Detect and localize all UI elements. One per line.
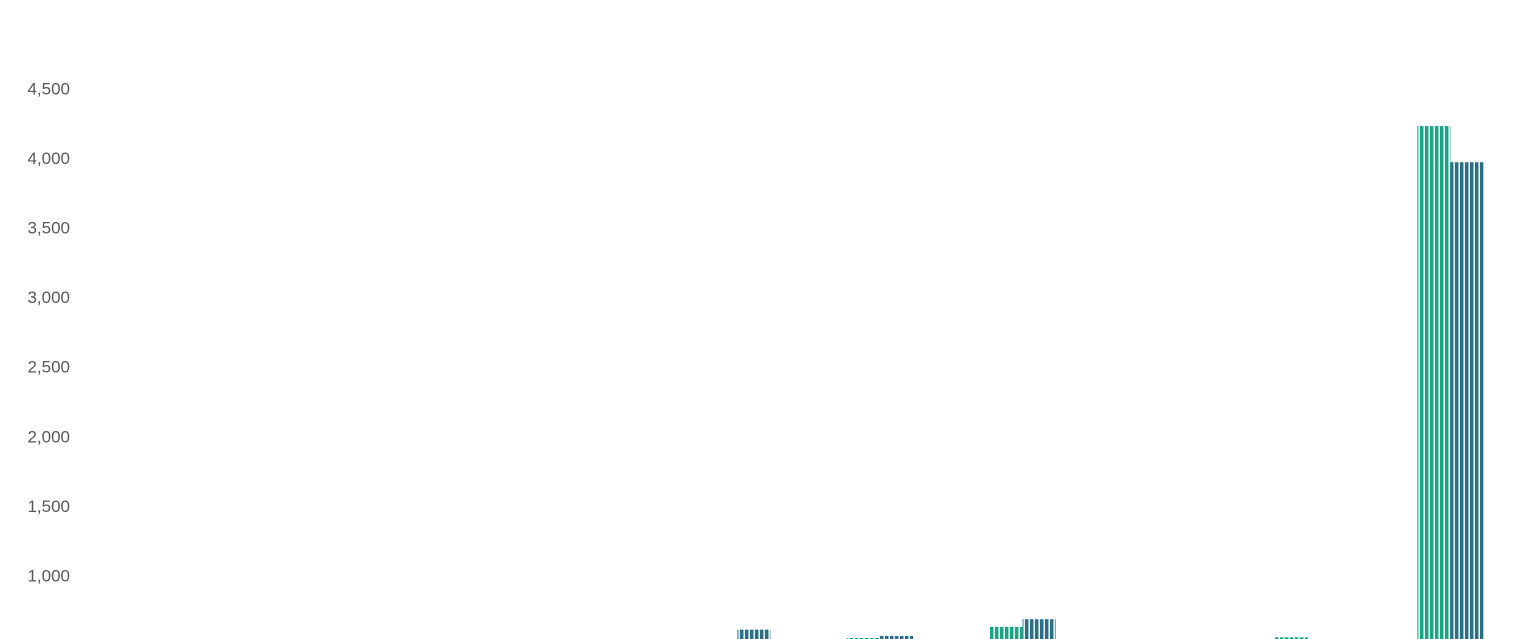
bars-group — [737, 126, 1484, 639]
y-tick-label: 3,000 — [27, 288, 70, 307]
y-tick-label: 4,000 — [27, 149, 70, 168]
y-axis: 500 1,000 1,500 2,000 2,500 3,000 3,500 4,000 4,… — [27, 80, 70, 639]
y-tick-label: 3,500 — [27, 219, 70, 238]
bar-series-2-group-7 — [1022, 619, 1056, 639]
bar-series-1-group-9 — [1274, 637, 1308, 639]
bar-series-2-group-5 — [737, 629, 771, 639]
y-tick-label: 2,000 — [27, 427, 70, 446]
y-tick-label: 2,500 — [27, 358, 70, 377]
bar-series-1-group-7 — [989, 626, 1023, 639]
y-tick-label: 1,000 — [27, 566, 70, 585]
y-tick-label: 4,500 — [27, 80, 70, 99]
y-tick-label: 500 — [42, 636, 70, 639]
bar-series-1-group-6 — [847, 637, 880, 639]
bar-series-1-group-10 — [1417, 126, 1451, 639]
bar-series-2-group-10 — [1450, 162, 1484, 639]
bar-series-2-group-6 — [880, 635, 913, 639]
y-tick-label: 1,500 — [27, 497, 70, 516]
